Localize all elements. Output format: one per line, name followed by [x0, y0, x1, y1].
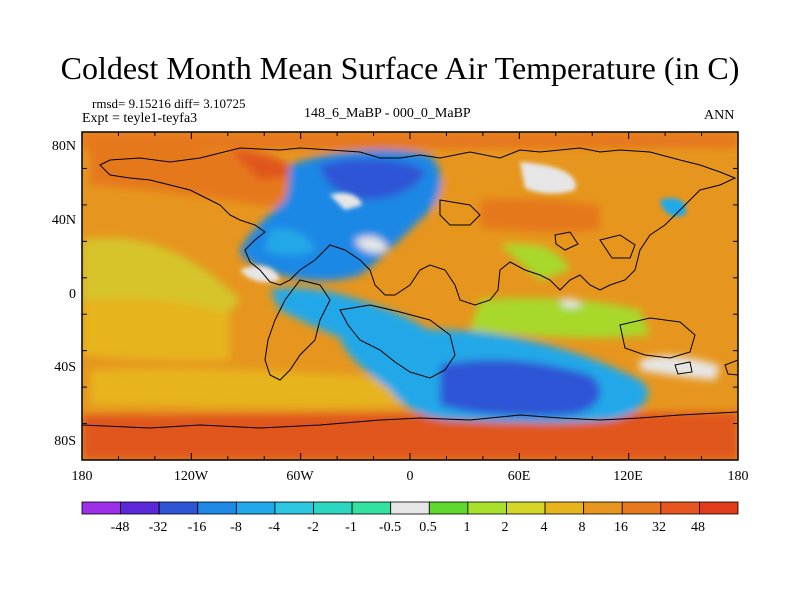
colorbar-label: -0.5 [379, 520, 401, 535]
colorbar-label: -1 [345, 520, 357, 535]
colorbar-label: 16 [614, 520, 628, 535]
colorbar-label: 2 [502, 520, 509, 535]
experiment-label: Expt = teyle1-teyfa3 [82, 111, 198, 126]
colorbar-labels: -48 -32 -16 -8 -4 -2 -1 -0.5 0.5 1 2 4 8… [111, 520, 705, 535]
colorbar-label: 4 [541, 520, 548, 535]
colorbar-swatch [235, 501, 276, 515]
temperature-field [82, 132, 738, 460]
colorbar-label: 8 [579, 520, 586, 535]
colorbar-label: 32 [652, 520, 666, 535]
x-tick-label-120e: 120E [613, 469, 643, 484]
colorbar-label: 1 [464, 520, 471, 535]
colorbar-swatch [120, 501, 160, 515]
colorbar-swatch [390, 501, 430, 515]
continent-outlines [82, 147, 738, 429]
y-axis: 80N 40N 0 40S 80S [52, 139, 76, 449]
x-tick-label-0: 0 [407, 469, 414, 484]
colorbar-label: -4 [268, 520, 280, 535]
x-tick-label-180w: 180 [72, 469, 93, 484]
colorbar-label: -2 [307, 520, 319, 535]
x-tick-label-180e: 180 [728, 469, 749, 484]
colorbar-swatch [274, 501, 314, 515]
colorbar-swatch [313, 501, 353, 515]
colorbar-swatch [467, 501, 507, 515]
colorbar-swatch [544, 501, 585, 515]
colorbar-swatch [583, 501, 623, 515]
x-tick-label-120w: 120W [174, 469, 209, 484]
y-tick-label-40n: 40N [52, 213, 76, 228]
colorbar-label: -8 [230, 520, 242, 535]
colorbar-swatch [158, 501, 199, 515]
colorbar [81, 501, 739, 515]
colorbar-label: -32 [149, 520, 168, 535]
x-tick-label-60w: 60W [286, 469, 314, 484]
map-title: Coldest Month Mean Surface Air Temperatu… [60, 50, 740, 86]
axis-ticks [81, 131, 739, 461]
y-tick-label-40s: 40S [54, 360, 76, 375]
y-tick-label-0: 0 [69, 287, 76, 302]
colorbar-swatch [351, 501, 392, 515]
rmsd-diff-stats: rmsd= 9.15216 diff= 3.10725 [92, 96, 246, 111]
colorbar-swatch [197, 501, 237, 515]
colorbar-swatch [699, 501, 739, 515]
colorbar-swatch [81, 501, 121, 515]
x-axis: 180 120W 60W 0 60E 120E 180 [72, 469, 749, 484]
colorbar-swatch [428, 501, 469, 515]
y-tick-label-80s: 80S [54, 434, 76, 449]
period-label: 148_6_MaBP - 000_0_MaBP [304, 106, 471, 121]
season-label: ANN [704, 108, 735, 123]
colorbar-label: -48 [111, 520, 130, 535]
x-tick-label-60e: 60E [508, 469, 531, 484]
colorbar-swatch [506, 501, 546, 515]
colorbar-label: 0.5 [419, 520, 437, 535]
colorbar-swatch [660, 501, 700, 515]
y-tick-label-80n: 80N [52, 139, 76, 154]
colorbar-swatch [621, 501, 662, 515]
colorbar-label: -16 [188, 520, 207, 535]
colorbar-label: 48 [691, 520, 705, 535]
